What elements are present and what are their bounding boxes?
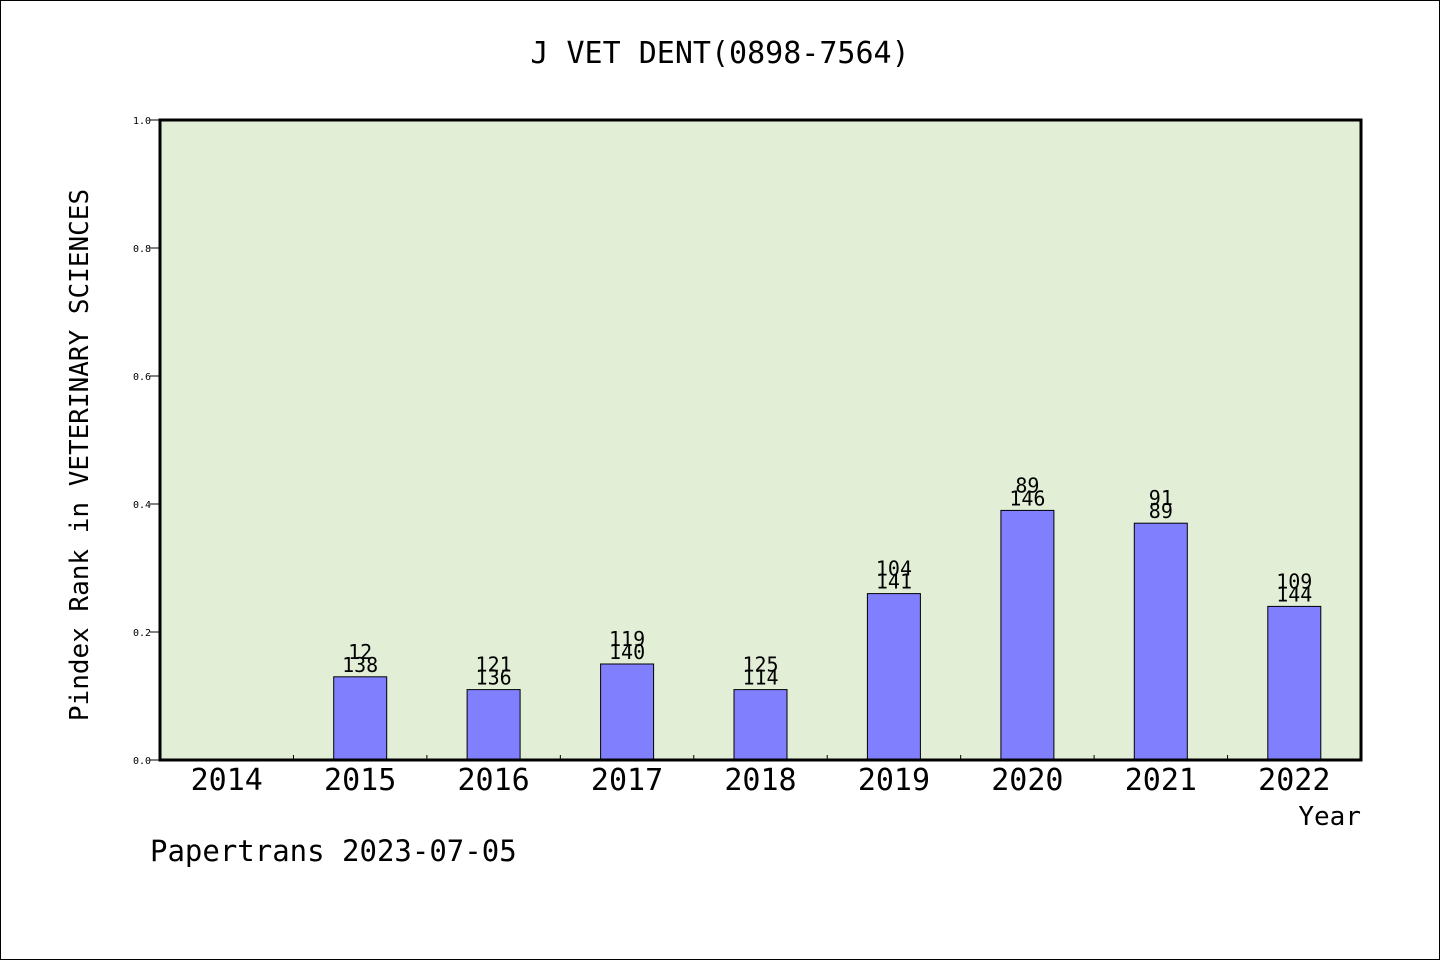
x-tick-label-2021: 2021 xyxy=(1125,763,1197,798)
data-label-top-2022: 109 xyxy=(1276,569,1312,593)
data-label-bottom-2016: 136 xyxy=(476,666,512,690)
x-tick-label-2019: 2019 xyxy=(858,763,930,798)
x-axis-label: Year xyxy=(1298,802,1361,832)
y-tick-label: 0.4 xyxy=(133,500,151,511)
bar-2017 xyxy=(600,663,655,761)
y-tick-label: 0.2 xyxy=(133,628,151,639)
bar-2015 xyxy=(333,676,388,761)
x-tick-label-2020: 2020 xyxy=(991,763,1063,798)
bar-2018 xyxy=(733,689,788,761)
y-tick-label: 0.0 xyxy=(133,756,151,767)
bar-2022 xyxy=(1267,605,1322,761)
data-label-bottom-2021: 89 xyxy=(1149,499,1173,523)
plot-border xyxy=(158,118,1363,762)
x-tick-label-2017: 2017 xyxy=(591,763,663,798)
data-label-bottom-2017: 140 xyxy=(609,640,645,664)
data-label-top-2019: 104 xyxy=(876,557,912,581)
x-tick-label-2014: 2014 xyxy=(191,763,263,798)
bars-group xyxy=(333,509,1322,761)
footer-watermark: Papertrans 2023-07-05 xyxy=(150,834,517,868)
y-tick-label: 1.0 xyxy=(133,116,151,127)
data-label-bottom-2022: 144 xyxy=(1276,582,1312,606)
data-label-bottom-2015: 138 xyxy=(342,653,378,677)
bar-2016 xyxy=(466,689,521,761)
bar-2020 xyxy=(1000,509,1055,761)
data-label-bottom-2019: 141 xyxy=(876,570,912,594)
y-tick-label: 0.6 xyxy=(133,372,151,383)
data-label-bottom-2018: 114 xyxy=(742,666,778,690)
y-tick-label: 0.8 xyxy=(133,244,151,255)
data-label-top-2017: 119 xyxy=(609,627,645,651)
data-label-bottom-2020: 146 xyxy=(1009,486,1045,510)
x-tick-label-2018: 2018 xyxy=(724,763,796,798)
x-axis: 2014 2015 2016 2017 2018 2019 2020 2021 2022 xyxy=(191,755,1330,798)
data-label-top-2021: 91 xyxy=(1149,486,1173,510)
data-label-top-2016: 121 xyxy=(476,653,512,677)
bar-2019 xyxy=(866,593,921,761)
x-tick-label-2016: 2016 xyxy=(457,763,529,798)
x-tick-label-2022: 2022 xyxy=(1258,763,1330,798)
data-label-top-2015: 12 xyxy=(348,640,372,664)
bar-2021 xyxy=(1133,522,1188,761)
y-axis: 0.0 0.2 0.4 0.6 0.8 1.0 xyxy=(133,116,160,767)
data-label-top-2018: 125 xyxy=(742,653,778,677)
x-tick-label-2015: 2015 xyxy=(324,763,396,798)
chart-title: J VET DENT(0898-7564) xyxy=(530,36,910,71)
y-axis-label: Pindex Rank in VETERINARY SCIENCES xyxy=(65,189,95,721)
data-label-top-2020: 89 xyxy=(1015,473,1039,497)
